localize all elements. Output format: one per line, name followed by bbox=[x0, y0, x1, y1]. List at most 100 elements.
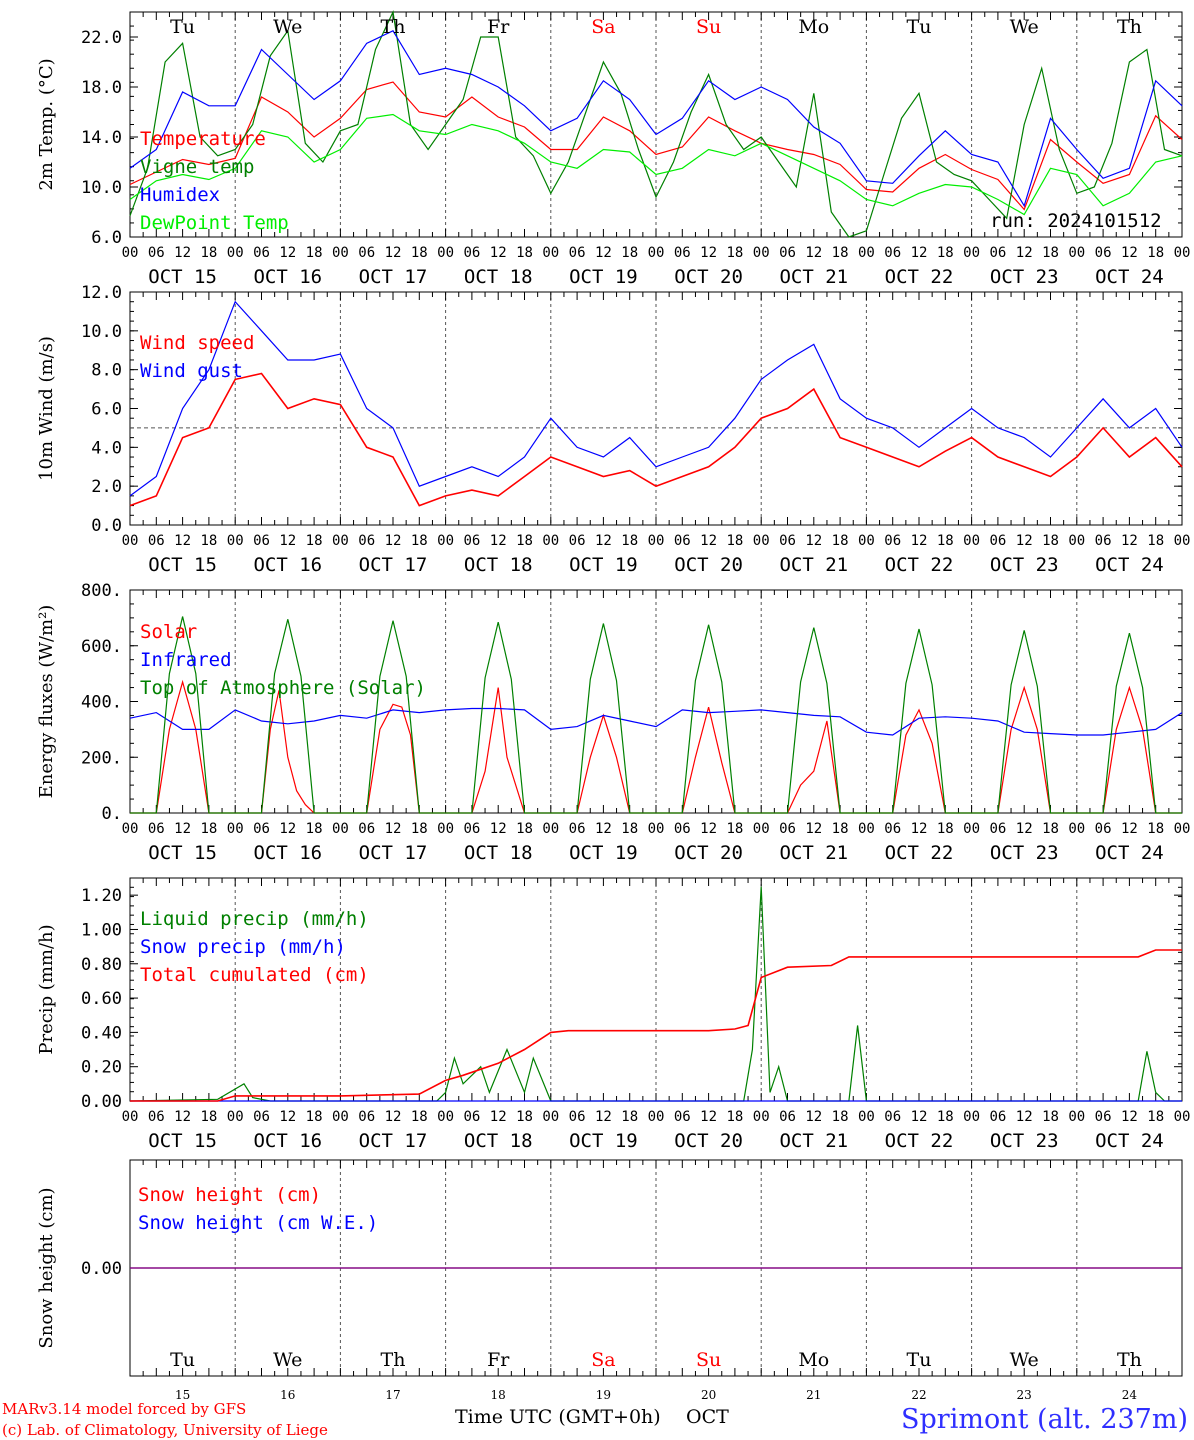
footer-model-text: MARv3.14 model forced by GFS bbox=[2, 1400, 246, 1418]
hour-tick-label: 12 bbox=[805, 1109, 822, 1125]
hour-tick-label: 18 bbox=[1147, 1109, 1164, 1125]
hour-tick-label: 00 bbox=[542, 1109, 559, 1125]
hour-tick-label: 00 bbox=[963, 245, 980, 261]
series-line-top-of-atmosphere-solar bbox=[130, 616, 1182, 814]
hour-tick-label: 06 bbox=[779, 533, 796, 549]
hour-tick-label: 00 bbox=[1068, 533, 1085, 549]
hour-tick-label: 00 bbox=[437, 1109, 454, 1125]
y-tick-label: 14.0 bbox=[81, 128, 122, 148]
hour-tick-label: 00 bbox=[122, 533, 139, 549]
hour-tick-label: 06 bbox=[463, 245, 480, 261]
hour-tick-label: 00 bbox=[1174, 533, 1191, 549]
hour-tick-label: 06 bbox=[358, 245, 375, 261]
weekday-label: We bbox=[1010, 1349, 1039, 1371]
hour-tick-label: 00 bbox=[753, 821, 770, 837]
y-tick-label: 6.0 bbox=[91, 228, 122, 248]
hour-tick-label: 00 bbox=[963, 533, 980, 549]
hour-tick-label: 00 bbox=[858, 821, 875, 837]
date-label: OCT 18 bbox=[464, 266, 533, 288]
y-tick-label: 800. bbox=[81, 581, 122, 601]
hour-tick-label: 18 bbox=[1042, 1109, 1059, 1125]
hour-tick-label: 00 bbox=[753, 533, 770, 549]
weekday-label: Tu bbox=[170, 1349, 195, 1371]
hour-tick-label: 00 bbox=[1068, 1109, 1085, 1125]
hour-tick-label: 18 bbox=[306, 1109, 323, 1125]
day-number-label: 23 bbox=[1017, 1388, 1032, 1402]
hour-tick-label: 18 bbox=[832, 821, 849, 837]
hour-tick-label: 06 bbox=[989, 821, 1006, 837]
weekday-label: Mo bbox=[798, 1349, 829, 1371]
panel-wind: 0.0 2.0 4.0 6.0 8.0 10.0 12.0 10m Wind (m/s) Win… bbox=[36, 283, 1190, 576]
y-tick-label: 0.0 bbox=[91, 516, 122, 536]
hour-tick-label: 18 bbox=[516, 533, 533, 549]
hour-tick-label: 12 bbox=[911, 533, 928, 549]
hour-tick-label: 18 bbox=[516, 821, 533, 837]
y-tick-label: 0.20 bbox=[81, 1058, 122, 1078]
legend-entry: Snow height (cm W.E.) bbox=[138, 1212, 378, 1234]
hour-tick-label: 00 bbox=[1174, 1109, 1191, 1125]
legend-entry: Total cumulated (cm) bbox=[140, 964, 369, 986]
hour-tick-label: 12 bbox=[490, 1109, 507, 1125]
weekday-label: We bbox=[273, 1349, 302, 1371]
series-line-vigne-temp bbox=[129, 9, 1183, 238]
weekday-label: Th bbox=[1117, 16, 1142, 38]
hour-tick-label: 00 bbox=[1174, 821, 1191, 837]
hour-tick-label: 12 bbox=[595, 533, 612, 549]
hour-tick-label: 00 bbox=[122, 245, 139, 261]
hour-tick-label: 06 bbox=[253, 821, 270, 837]
weekday-label: Sa bbox=[591, 16, 615, 38]
hour-tick-label: 18 bbox=[621, 821, 638, 837]
hour-tick-label: 06 bbox=[1095, 533, 1112, 549]
hour-tick-label: 12 bbox=[805, 245, 822, 261]
y-tick-label: 1.00 bbox=[81, 920, 122, 940]
date-label: OCT 23 bbox=[990, 842, 1059, 864]
hour-tick-label: 18 bbox=[1147, 533, 1164, 549]
date-label: OCT 19 bbox=[569, 266, 638, 288]
hour-tick-label: 18 bbox=[832, 1109, 849, 1125]
hour-tick-label: 12 bbox=[174, 533, 191, 549]
date-label: OCT 17 bbox=[359, 842, 428, 864]
day-number-label: 19 bbox=[596, 1388, 611, 1402]
date-label: OCT 17 bbox=[359, 1130, 428, 1152]
weekday-label: Tu bbox=[907, 1349, 932, 1371]
hour-tick-label: 06 bbox=[358, 821, 375, 837]
hour-tick-label: 06 bbox=[463, 821, 480, 837]
weekday-label: Su bbox=[696, 16, 721, 38]
hour-tick-label: 00 bbox=[332, 821, 349, 837]
hour-tick-label: 06 bbox=[779, 821, 796, 837]
panels-layer: 6.0 10.0 14.0 18.0 22.0 2m Temp. (°C) Temperat… bbox=[36, 9, 1191, 1402]
hour-tick-label: 06 bbox=[148, 245, 165, 261]
hour-tick-label: 06 bbox=[253, 245, 270, 261]
hour-tick-label: 00 bbox=[332, 245, 349, 261]
hour-tick-label: 00 bbox=[648, 533, 665, 549]
hour-tick-label: 06 bbox=[989, 245, 1006, 261]
hour-tick-label: 00 bbox=[542, 245, 559, 261]
hour-tick-label: 18 bbox=[306, 245, 323, 261]
y-axis-title: Snow height (cm) bbox=[36, 1187, 57, 1348]
y-tick-label: 200. bbox=[81, 748, 122, 768]
hour-tick-label: 12 bbox=[1016, 1109, 1033, 1125]
hour-tick-label: 18 bbox=[306, 821, 323, 837]
panel-temp: 6.0 10.0 14.0 18.0 22.0 2m Temp. (°C) Temperat… bbox=[36, 9, 1190, 288]
hour-tick-label: 06 bbox=[569, 821, 586, 837]
hour-tick-label: 06 bbox=[569, 1109, 586, 1125]
hour-tick-label: 18 bbox=[411, 1109, 428, 1125]
y-tick-label: 22.0 bbox=[81, 28, 122, 48]
hour-tick-label: 18 bbox=[937, 533, 954, 549]
hour-tick-label: 18 bbox=[937, 821, 954, 837]
legend-entry: Wind gust bbox=[140, 360, 243, 382]
day-number-label: 20 bbox=[701, 1388, 716, 1402]
hour-tick-label: 18 bbox=[1147, 245, 1164, 261]
weekday-label: Mo bbox=[798, 16, 829, 38]
y-tick-label: 600. bbox=[81, 637, 122, 657]
y-tick-label: 4.0 bbox=[91, 438, 122, 458]
hour-tick-label: 06 bbox=[989, 533, 1006, 549]
legend-entry: Wind speed bbox=[140, 332, 254, 354]
hour-tick-label: 12 bbox=[1121, 533, 1138, 549]
hour-tick-label: 12 bbox=[279, 821, 296, 837]
y-tick-label: 2.0 bbox=[91, 477, 122, 497]
y-tick-label: 0.80 bbox=[81, 955, 122, 975]
date-label: OCT 16 bbox=[253, 266, 322, 288]
hour-tick-label: 12 bbox=[700, 1109, 717, 1125]
